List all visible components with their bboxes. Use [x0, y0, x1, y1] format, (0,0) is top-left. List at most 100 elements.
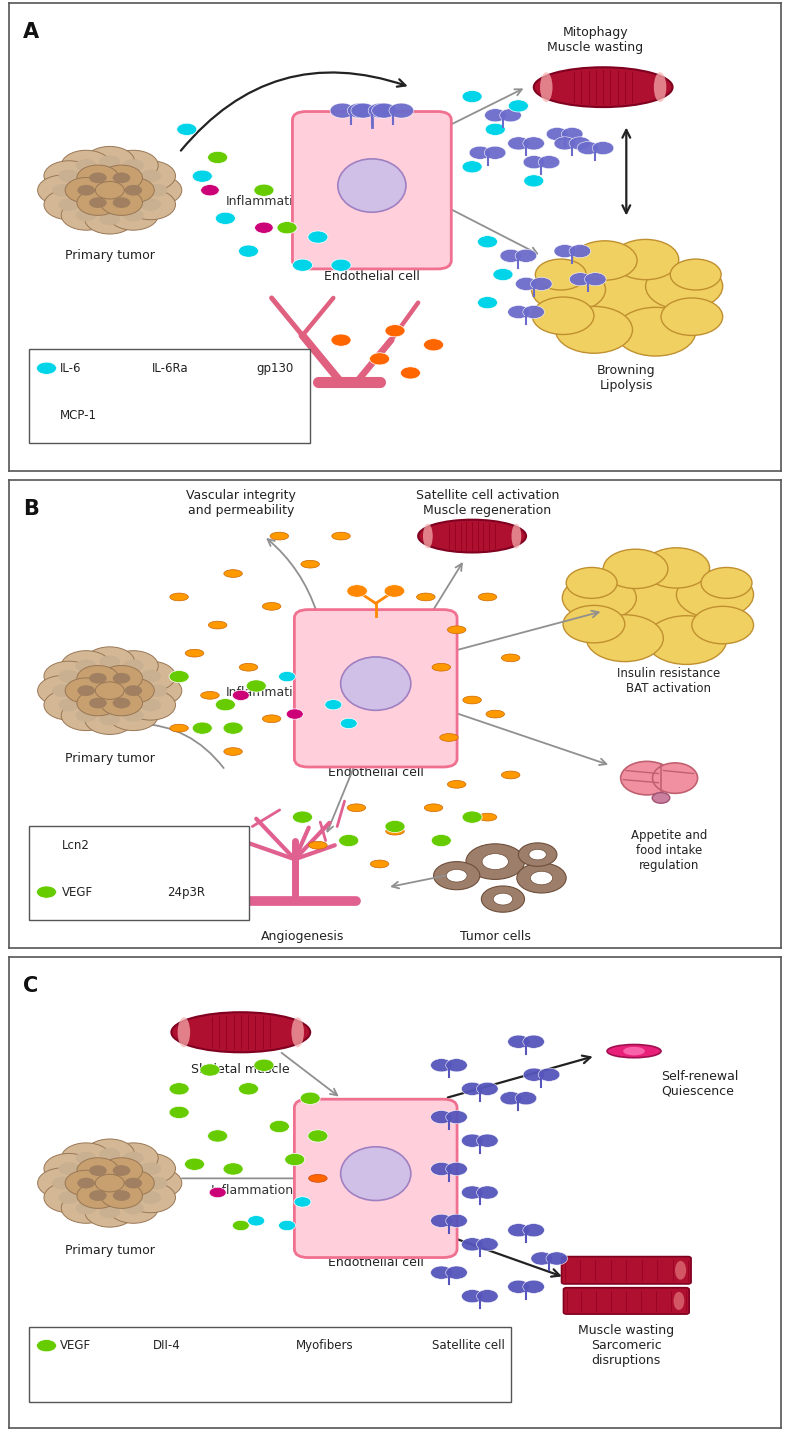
Circle shape [146, 1176, 167, 1189]
Circle shape [61, 200, 111, 230]
Circle shape [246, 680, 266, 693]
Circle shape [112, 678, 154, 704]
Circle shape [52, 1176, 73, 1189]
Text: Satellite cell activation
Muscle regeneration: Satellite cell activation Muscle regener… [416, 489, 559, 517]
Ellipse shape [340, 657, 411, 710]
Circle shape [89, 173, 107, 183]
Circle shape [476, 1082, 498, 1095]
Circle shape [123, 1202, 144, 1215]
Text: Endothelial cell: Endothelial cell [328, 766, 423, 778]
Ellipse shape [540, 72, 552, 102]
Circle shape [85, 704, 134, 734]
Circle shape [44, 690, 94, 720]
Circle shape [108, 1193, 158, 1224]
Circle shape [401, 366, 420, 379]
Circle shape [676, 571, 754, 618]
FancyBboxPatch shape [228, 1335, 292, 1357]
Circle shape [466, 844, 525, 880]
Ellipse shape [178, 1017, 190, 1047]
Circle shape [385, 325, 405, 336]
Circle shape [216, 698, 235, 711]
Ellipse shape [239, 664, 258, 671]
Circle shape [44, 160, 94, 190]
Circle shape [113, 698, 130, 708]
Circle shape [85, 1196, 134, 1228]
Circle shape [508, 1281, 529, 1294]
Ellipse shape [653, 793, 670, 803]
Circle shape [461, 1133, 483, 1148]
Circle shape [123, 1152, 144, 1165]
Circle shape [612, 580, 702, 634]
Circle shape [81, 143, 139, 179]
Circle shape [517, 863, 566, 893]
Circle shape [446, 1266, 468, 1279]
Circle shape [89, 673, 107, 684]
Text: Tumor cells: Tumor cells [460, 930, 531, 943]
Circle shape [100, 1205, 120, 1218]
Circle shape [493, 893, 513, 904]
Ellipse shape [463, 695, 481, 704]
Circle shape [57, 197, 115, 233]
Circle shape [58, 1162, 79, 1175]
Circle shape [113, 1165, 130, 1176]
Circle shape [232, 1221, 250, 1231]
Ellipse shape [621, 761, 673, 794]
Circle shape [146, 684, 167, 697]
FancyBboxPatch shape [292, 112, 451, 269]
Text: VEGF: VEGF [62, 886, 93, 899]
Circle shape [643, 548, 709, 588]
Circle shape [523, 305, 544, 319]
Circle shape [81, 701, 139, 737]
Ellipse shape [170, 724, 188, 733]
FancyBboxPatch shape [28, 827, 249, 920]
Circle shape [476, 1238, 498, 1251]
Ellipse shape [424, 804, 443, 811]
Circle shape [61, 1193, 111, 1224]
Ellipse shape [432, 664, 450, 671]
Circle shape [239, 1083, 258, 1095]
Circle shape [77, 1158, 118, 1183]
Ellipse shape [486, 710, 505, 718]
Circle shape [434, 861, 480, 890]
Circle shape [523, 156, 545, 169]
Circle shape [121, 658, 180, 694]
Circle shape [523, 1068, 545, 1082]
Circle shape [127, 673, 186, 708]
Circle shape [431, 1162, 452, 1175]
Circle shape [508, 137, 529, 150]
Text: Satellite cell: Satellite cell [432, 1339, 505, 1352]
Circle shape [57, 698, 115, 733]
Circle shape [348, 103, 372, 119]
Circle shape [40, 157, 98, 193]
Circle shape [524, 175, 544, 187]
Circle shape [431, 1059, 452, 1072]
Ellipse shape [534, 67, 672, 107]
Circle shape [108, 200, 158, 230]
Circle shape [515, 249, 536, 262]
Circle shape [604, 550, 668, 588]
Circle shape [446, 1213, 468, 1228]
Circle shape [532, 268, 605, 312]
Circle shape [461, 1082, 483, 1095]
Circle shape [500, 249, 521, 262]
Circle shape [279, 1221, 295, 1231]
Circle shape [146, 183, 167, 196]
Circle shape [125, 685, 142, 695]
Circle shape [77, 1183, 118, 1208]
Circle shape [65, 1171, 107, 1196]
Circle shape [140, 169, 161, 182]
Circle shape [127, 172, 186, 207]
Circle shape [96, 182, 124, 199]
Circle shape [108, 1143, 158, 1173]
Circle shape [562, 127, 583, 140]
Circle shape [104, 648, 163, 684]
Circle shape [113, 1191, 130, 1201]
Circle shape [292, 259, 313, 272]
Circle shape [462, 811, 482, 823]
Text: Inflammation: Inflammation [211, 1183, 294, 1196]
Circle shape [389, 103, 414, 119]
Circle shape [85, 203, 134, 235]
Circle shape [38, 175, 88, 206]
Circle shape [431, 834, 451, 847]
Text: Endothelial cell: Endothelial cell [324, 270, 419, 283]
